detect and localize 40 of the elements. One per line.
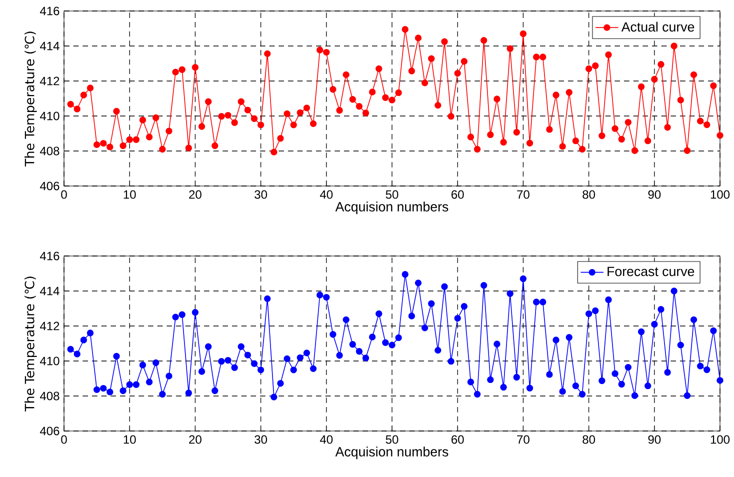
y-tick-label: 414 [40,286,60,296]
y-tick-label: 406 [40,182,60,190]
x-tick-label: 100 [710,190,730,199]
x-axis-title: Acquision numbers [335,446,448,460]
x-tick-label: 30 [254,190,268,199]
x-tick-label: 100 [710,435,730,444]
x-tick-label: 0 [61,435,67,444]
x-tick-label: 50 [386,435,398,444]
y-tick-label: 406 [40,426,60,436]
y-tick-label: 410 [40,356,60,366]
x-tick-label: 60 [452,435,464,444]
y-axis-title: The Temperature (℃) [24,32,37,167]
x-tick-label: 20 [189,190,202,199]
legend-label: Actual curve [621,22,694,32]
x-tick-label: 40 [320,190,333,199]
y-tick-label: 416 [40,6,60,16]
y-tick-label: 416 [40,252,60,260]
x-tick-label: 90 [648,190,661,199]
x-tick-label: 40 [320,435,333,444]
x-tick-label: 10 [124,435,136,444]
x-tick-label: 10 [124,190,136,199]
x-tick-label: 70 [517,435,530,444]
x-tick-label: 0 [61,190,67,199]
x-tick-label: 70 [517,190,530,199]
x-axis-title: Acquision numbers [335,202,448,214]
y-tick-label: 408 [40,146,60,156]
x-tick-label: 30 [254,435,268,444]
y-axis-title: The Temperature (℃) [24,276,37,412]
x-tick-label: 60 [452,190,464,199]
x-tick-label: 20 [189,435,202,444]
y-tick-label: 410 [40,112,60,120]
x-tick-label: 50 [386,190,398,199]
legend-label: Forecast curve [608,266,694,276]
x-tick-label: 90 [648,435,661,444]
y-tick-label: 414 [40,42,60,50]
y-tick-label: 408 [40,392,60,400]
y-tick-label: 412 [40,322,60,330]
y-tick-label: 412 [40,76,60,86]
x-tick-label: 80 [582,190,596,199]
x-tick-label: 80 [582,435,596,444]
